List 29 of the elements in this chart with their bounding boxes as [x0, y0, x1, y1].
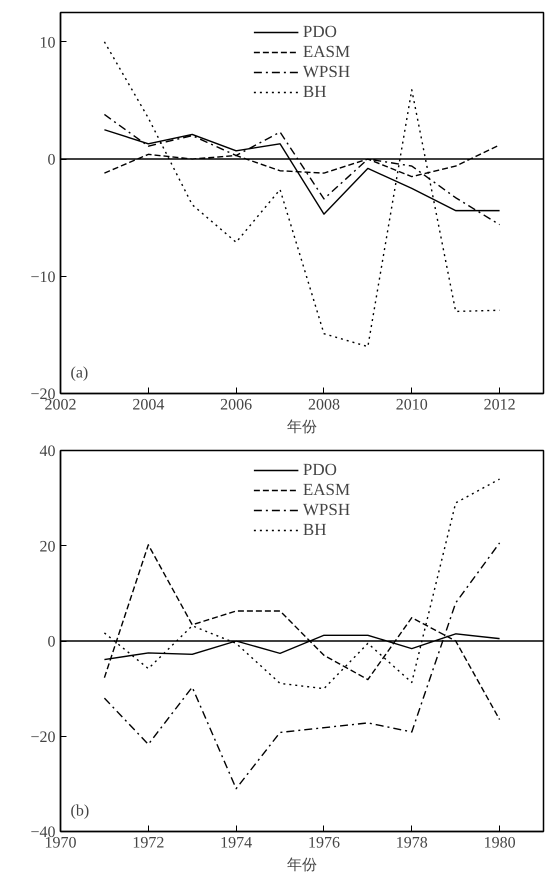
y-tick-label: −20 — [30, 728, 56, 746]
x-tick-label: 2006 — [220, 396, 252, 414]
y-tick-label: −10 — [30, 268, 56, 286]
legend-label: EASM — [302, 480, 350, 500]
annotation: (b) — [70, 802, 90, 820]
legend-label: PDO — [302, 460, 337, 480]
x-tick-label: 2008 — [308, 396, 340, 414]
x-tick-label: 2010 — [396, 396, 428, 414]
x-axis-title: 年份 — [287, 856, 317, 874]
x-tick-label: 1972 — [132, 834, 164, 852]
y-tick-label: 0 — [48, 152, 56, 169]
legend-label: PDO — [302, 22, 337, 42]
x-tick-label: 2004 — [132, 396, 164, 414]
y-tick-label: 10 — [40, 34, 56, 52]
x-tick-label: 1976 — [308, 834, 340, 852]
x-tick-label: 2012 — [484, 396, 516, 414]
legend-label: WPSH — [302, 62, 350, 82]
y-tick-label: 40 — [40, 443, 56, 460]
y-tick-label: 20 — [40, 538, 56, 556]
annotation: (a) — [70, 364, 88, 382]
x-axis-title: 年份 — [287, 418, 317, 436]
legend-label: BH — [302, 82, 327, 102]
x-tick-label: 1974 — [220, 834, 252, 852]
legend-label: BH — [302, 520, 327, 540]
legend-label: WPSH — [302, 500, 350, 520]
x-tick-label: 1978 — [396, 834, 428, 852]
x-tick-label: 1980 — [484, 834, 516, 852]
y-tick-label: 0 — [48, 634, 56, 650]
legend-label: EASM — [302, 42, 350, 62]
